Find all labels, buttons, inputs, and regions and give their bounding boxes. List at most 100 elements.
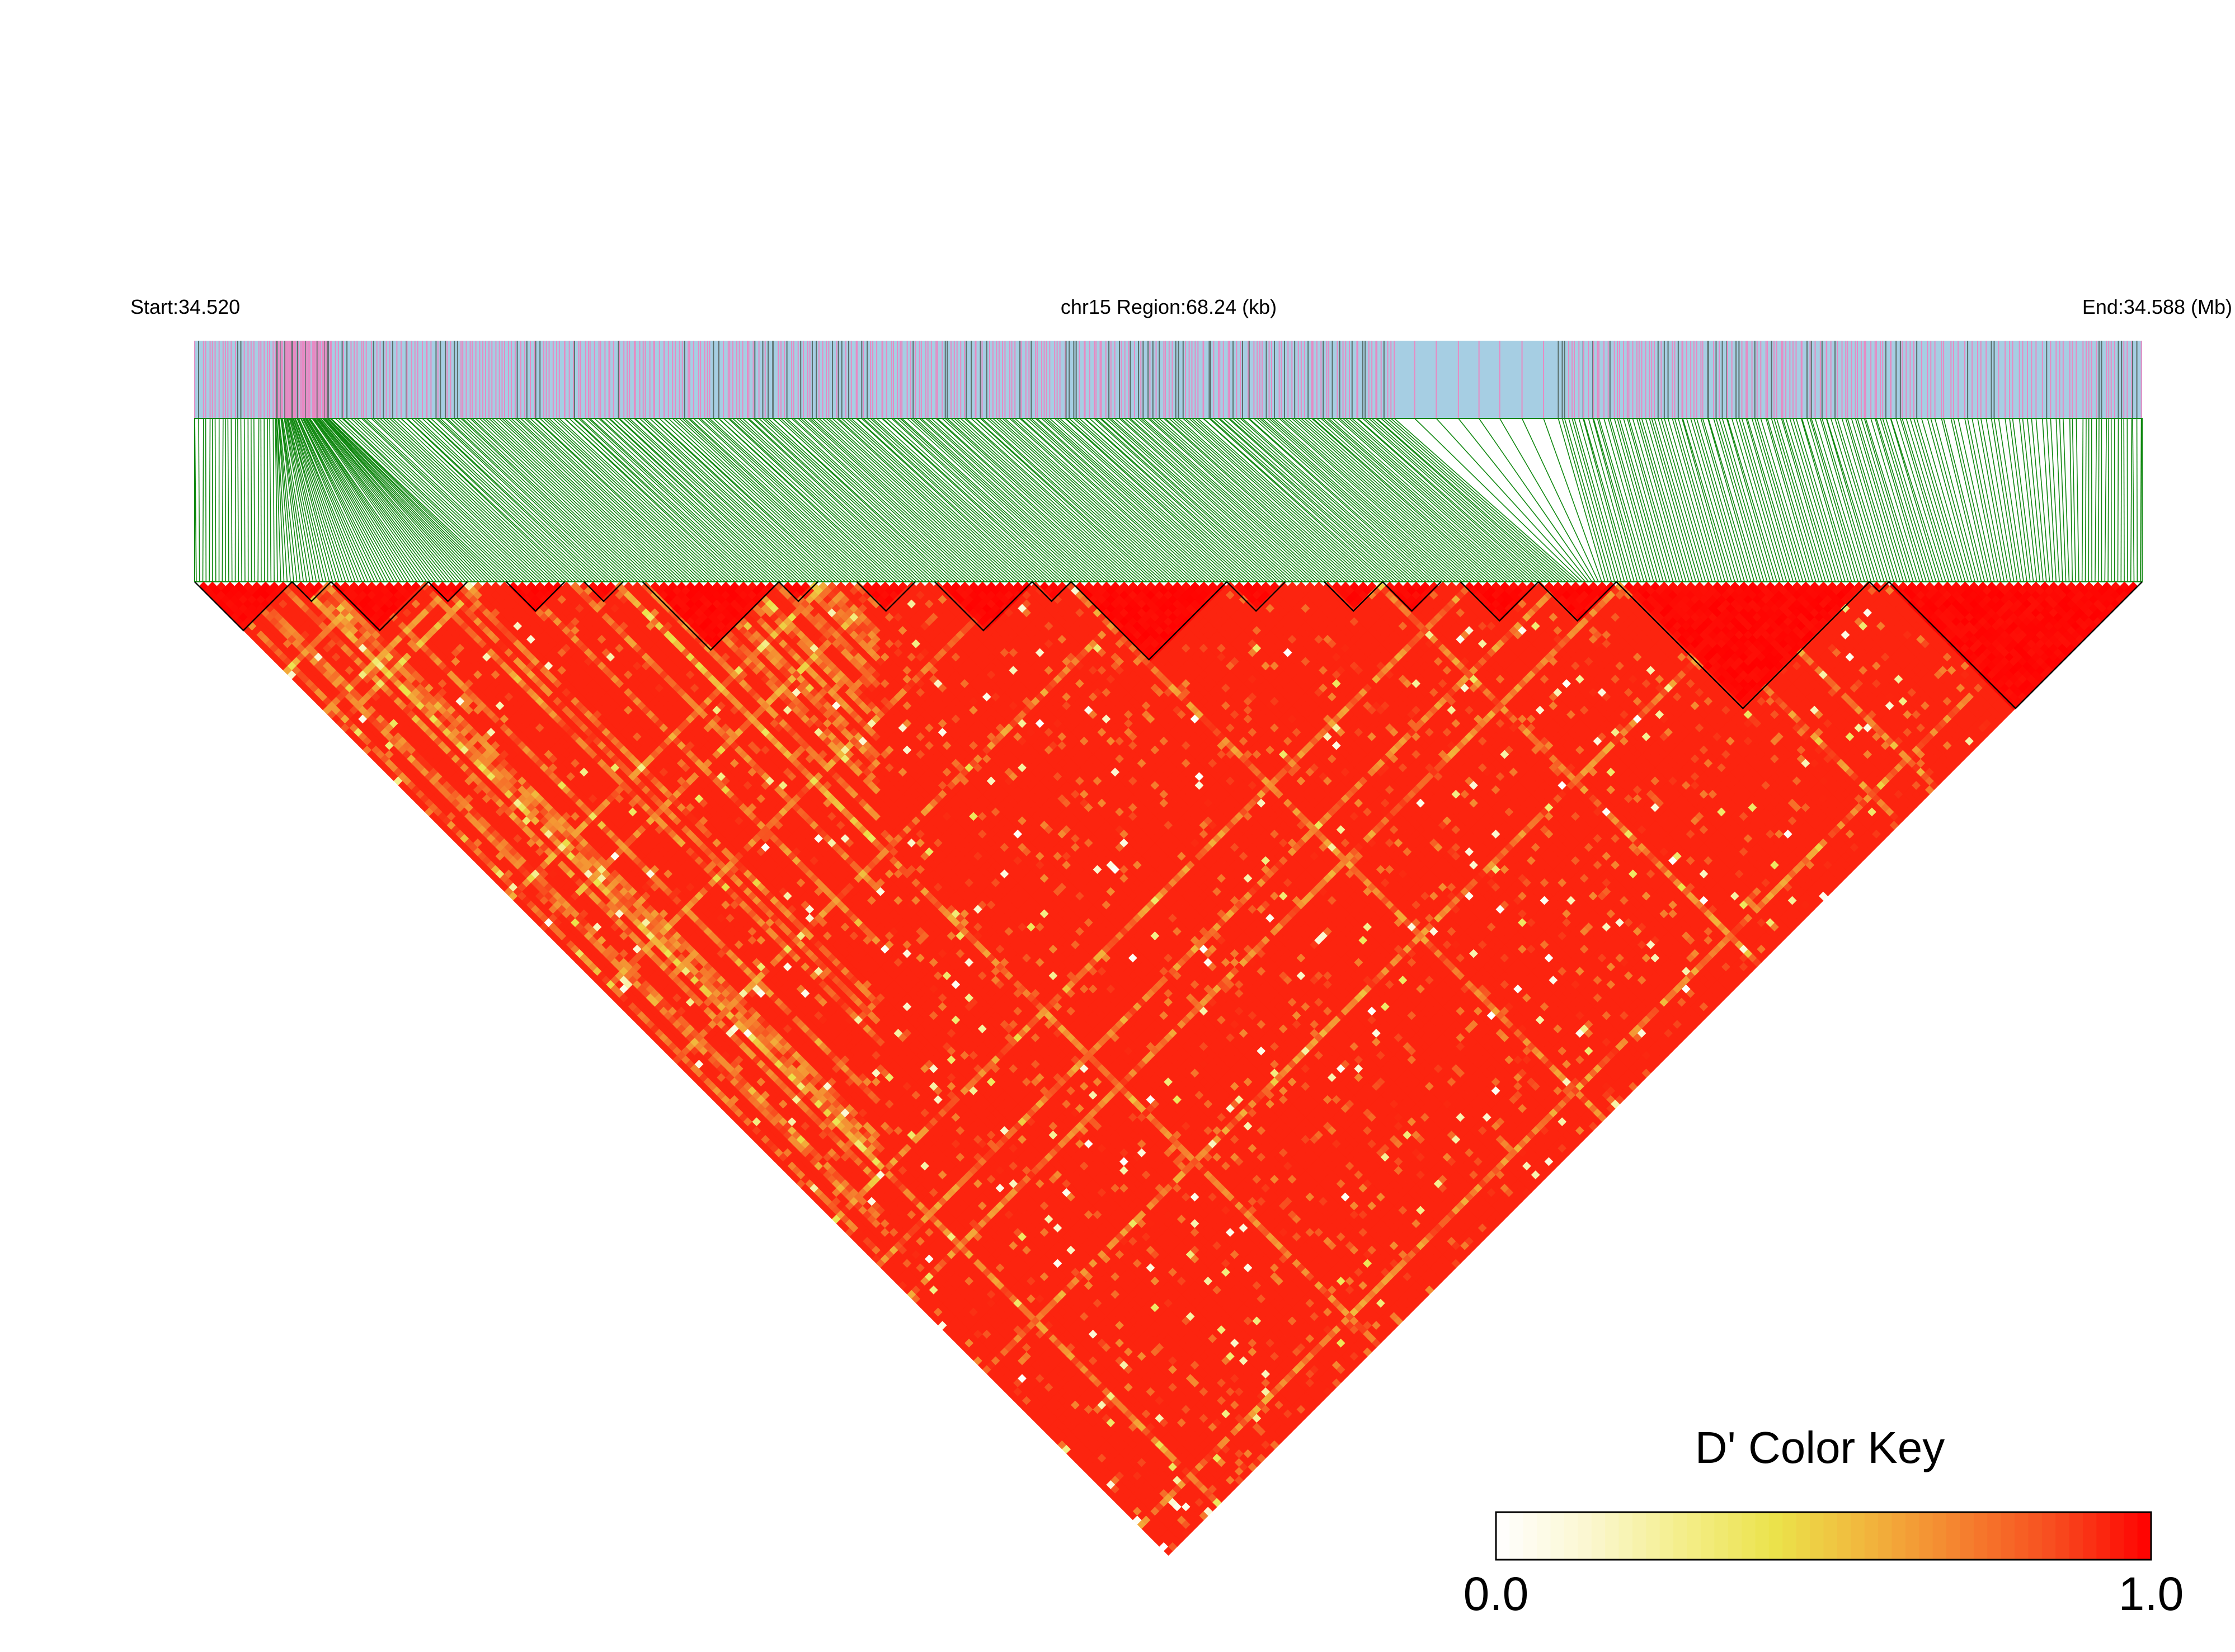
snp-connector (300, 418, 385, 582)
snp-connector (520, 418, 697, 582)
snp-connector (1876, 418, 1927, 582)
snp-connector (1259, 418, 1443, 582)
snp-connector (1169, 418, 1352, 582)
snp-connector (278, 418, 298, 582)
snp-connector (1809, 418, 1859, 582)
snp-connector (1499, 418, 1596, 582)
snp-connector (845, 418, 1024, 582)
snp-connector (2076, 418, 2079, 582)
snp-connector (838, 418, 1018, 582)
snp-connector (1789, 418, 1839, 582)
snp-connector (323, 418, 476, 582)
snp-connector (1175, 418, 1359, 582)
snp-connector (867, 418, 1047, 582)
snp-connector (491, 418, 667, 582)
snp-connector (243, 418, 246, 582)
snp-connector (818, 418, 999, 582)
snp-connector (401, 418, 577, 582)
snp-connector (653, 418, 830, 582)
snp-connector (472, 418, 648, 582)
snp-connector (1715, 418, 1765, 582)
snp-connector (465, 418, 642, 582)
snp-connector (1142, 418, 1326, 582)
snp-connector (748, 418, 927, 582)
snp-connector (454, 418, 629, 582)
snp-connector (747, 418, 924, 582)
snp-connector (305, 418, 404, 582)
snp-connector (1916, 418, 1966, 582)
snp-connector (1316, 418, 1502, 582)
snp-connector (457, 418, 632, 582)
snp-connector (1660, 418, 1710, 582)
snp-connector (1268, 418, 1453, 582)
snp-connector (422, 418, 596, 582)
snp-connector (1571, 418, 1618, 582)
snp-connector (1958, 418, 1995, 582)
snp-connector (1328, 418, 1514, 582)
snp-connector (1801, 418, 1852, 582)
snp-connector (1171, 418, 1356, 582)
snp-connector (693, 418, 872, 582)
snp-connector (928, 418, 1109, 582)
snp-connector (957, 418, 1138, 582)
snp-connector (1930, 418, 1975, 582)
snp-connector (1639, 418, 1687, 582)
snp-connector (1913, 418, 1963, 582)
snp-connector (534, 418, 710, 582)
snp-connector (1185, 418, 1368, 582)
snp-connector (406, 418, 580, 582)
snp-connector (876, 418, 1057, 582)
snp-connector (2072, 418, 2076, 582)
snp-connector (198, 418, 200, 582)
snp-connector (947, 418, 1128, 582)
snp-connector (292, 418, 350, 582)
snp-connector (2069, 418, 2073, 582)
snp-connector (700, 418, 878, 582)
snp-connector (1478, 418, 1593, 582)
snp-connector (1806, 418, 1856, 582)
snp-connector (1578, 418, 1625, 582)
snp-connector (324, 418, 479, 582)
snp-connector (2046, 418, 2057, 582)
snp-connector (1159, 418, 1343, 582)
snp-connector (1458, 418, 1589, 582)
snp-connector (304, 418, 398, 582)
snp-connector (1210, 418, 1395, 582)
snp-connector (322, 418, 467, 582)
snp-connector (501, 418, 677, 582)
snp-connector (1521, 418, 1599, 582)
snp-connector (435, 418, 609, 582)
snp-connector (1738, 418, 1787, 582)
snp-connector (832, 418, 1011, 582)
snp-connector (1165, 418, 1349, 582)
snp-connector (515, 418, 690, 582)
snp-connector (1967, 418, 2002, 582)
snp-connector (1649, 418, 1697, 582)
snp-connector (508, 418, 684, 582)
snp-connector (643, 418, 820, 582)
snp-connector (1991, 418, 2018, 582)
snp-connector (1864, 418, 1914, 582)
snp-connector (485, 418, 661, 582)
snp-connector (713, 418, 891, 582)
snp-connector (1713, 418, 1762, 582)
snp-track-background (195, 341, 2142, 418)
snp-connector (1909, 418, 1959, 582)
snp-connector (303, 418, 395, 582)
snp-connector (272, 418, 275, 582)
snp-connector (1628, 418, 1677, 582)
snp-connector (1927, 418, 1973, 582)
snp-connector (284, 418, 314, 582)
snp-connector (1754, 418, 1804, 582)
snp-connector (284, 418, 317, 582)
snp-connector (609, 418, 788, 582)
snp-connector (285, 418, 321, 582)
snp-connector (1882, 418, 1933, 582)
snp-connector (578, 418, 755, 582)
snp-connector (851, 418, 1031, 582)
snp-connector (1776, 418, 1827, 582)
snp-connector (1011, 418, 1193, 582)
snp-connector (793, 418, 973, 582)
snp-connector (1073, 418, 1255, 582)
snp-connector (1149, 418, 1333, 582)
